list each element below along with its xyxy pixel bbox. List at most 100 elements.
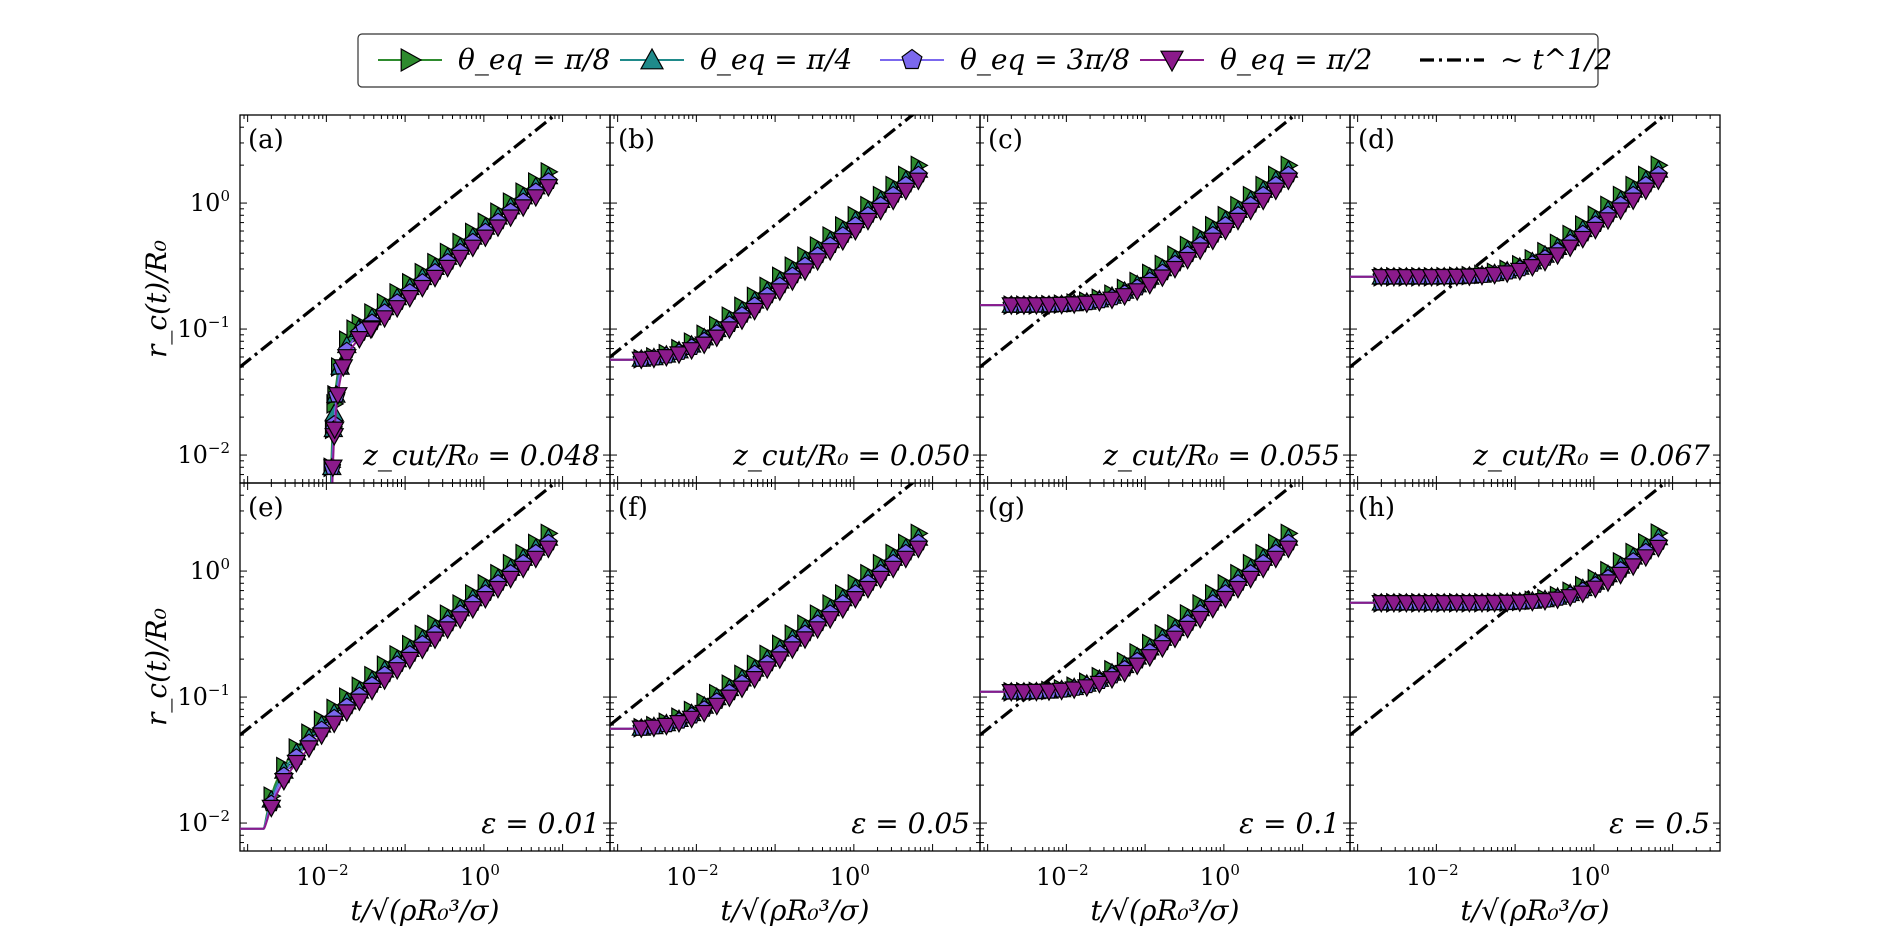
data-point [757, 661, 778, 680]
legend-marker [400, 47, 423, 73]
plot-area [610, 483, 929, 739]
series-triangle-up [980, 527, 1299, 700]
data-point [1114, 288, 1135, 307]
x-tick-label: 10−2 [666, 861, 719, 891]
data-point [1064, 296, 1085, 315]
y-tick-label: 10−2 [177, 439, 230, 469]
data-point [631, 720, 652, 739]
data-point [706, 697, 727, 716]
y-tick-label: 10−1 [177, 681, 230, 711]
data-point [832, 601, 853, 620]
data-point [1215, 222, 1236, 241]
series-triangle-up [610, 527, 929, 736]
data-point [298, 740, 320, 759]
panel-annotation: z_cut/R₀ = 0.067 [1472, 439, 1710, 472]
data-point [1585, 580, 1606, 599]
data-point [1383, 594, 1404, 614]
plot-area [980, 115, 1299, 369]
data-point [731, 312, 753, 331]
data-point [1509, 262, 1530, 281]
x-axis-label: t/√(ρR₀³/σ) [1461, 894, 1610, 927]
data-point [883, 192, 904, 211]
data-point [1089, 294, 1110, 313]
data-point [1371, 594, 1392, 614]
data-point [1265, 182, 1286, 201]
data-point [631, 351, 652, 370]
series-triangle-right [610, 155, 929, 369]
data-point [807, 621, 828, 640]
data-point [845, 223, 866, 242]
data-point [857, 580, 879, 599]
legend-marker [901, 48, 923, 70]
data-point [694, 336, 715, 355]
data-point [1064, 681, 1085, 700]
data-point [311, 727, 332, 746]
series-triangle-down [322, 179, 559, 483]
data-point [1434, 594, 1455, 614]
panel-g: 10−2 100 (g) ε = 0.1 [979, 482, 1351, 891]
data-point [1227, 580, 1249, 599]
data-point [462, 601, 483, 620]
series-line [331, 184, 551, 483]
panel-label: (a) [248, 125, 284, 155]
data-point [349, 331, 370, 350]
data-point [1127, 283, 1148, 302]
data-point [1038, 297, 1060, 316]
y-tick-label: 100 [190, 187, 230, 217]
data-point [450, 611, 471, 630]
data-point [757, 293, 778, 312]
panel-c: (c) z_cut/R₀ = 0.055 [979, 114, 1351, 484]
x-tick-label: 10−2 [296, 861, 349, 891]
data-point [1164, 630, 1186, 649]
panel-annotation: z_cut/R₀ = 0.050 [732, 439, 970, 472]
data-point [807, 253, 828, 272]
data-point [1408, 269, 1430, 288]
reference-line-t-half [1350, 483, 1668, 737]
data-point [668, 714, 690, 734]
data-point [1547, 591, 1568, 610]
data-point [1534, 592, 1556, 612]
series-line [1350, 167, 1661, 278]
data-point [769, 283, 790, 302]
data-point [1459, 594, 1480, 614]
y-tick-label: 100 [190, 555, 230, 585]
data-point [1101, 291, 1123, 310]
data-point [1396, 594, 1417, 614]
panel-label: (e) [248, 493, 284, 523]
reference-line-t-half [610, 483, 916, 727]
data-point [1446, 268, 1467, 287]
data-point [1101, 671, 1123, 690]
data-point [437, 621, 458, 640]
data-point [1076, 295, 1097, 314]
data-point [1522, 259, 1543, 278]
data-point [1190, 610, 1211, 629]
data-point [513, 560, 534, 579]
panel-a: 10−2 10−1 100 (a) z_cut/R₀ = 0.048 [177, 114, 611, 484]
data-point [1089, 675, 1110, 694]
data-point [387, 300, 408, 319]
data-point [1471, 594, 1493, 614]
panel-label: (g) [988, 493, 1025, 523]
y-tick-label: 10−1 [177, 313, 230, 343]
data-point [1013, 683, 1034, 703]
data-point [412, 641, 433, 660]
data-point [656, 349, 677, 368]
data-point [1001, 683, 1022, 703]
data-point [794, 263, 816, 282]
data-point [322, 459, 343, 478]
data-point [1051, 296, 1072, 315]
plot-area [1350, 115, 1669, 369]
data-point [333, 359, 354, 378]
series-triangle-up [321, 166, 559, 483]
data-point [500, 570, 521, 589]
legend-entry: θ_eq = π/4 [620, 43, 852, 76]
panel-label: (b) [618, 125, 655, 155]
data-point [1190, 242, 1211, 261]
data-point [437, 259, 458, 278]
legend-marker [1159, 50, 1185, 73]
data-point [1215, 590, 1236, 609]
panel-annotation: ε = 0.01 [481, 807, 600, 840]
legend-marker [639, 47, 665, 70]
data-point [450, 249, 471, 268]
legend-entry: θ_eq = π/8 [378, 43, 610, 76]
